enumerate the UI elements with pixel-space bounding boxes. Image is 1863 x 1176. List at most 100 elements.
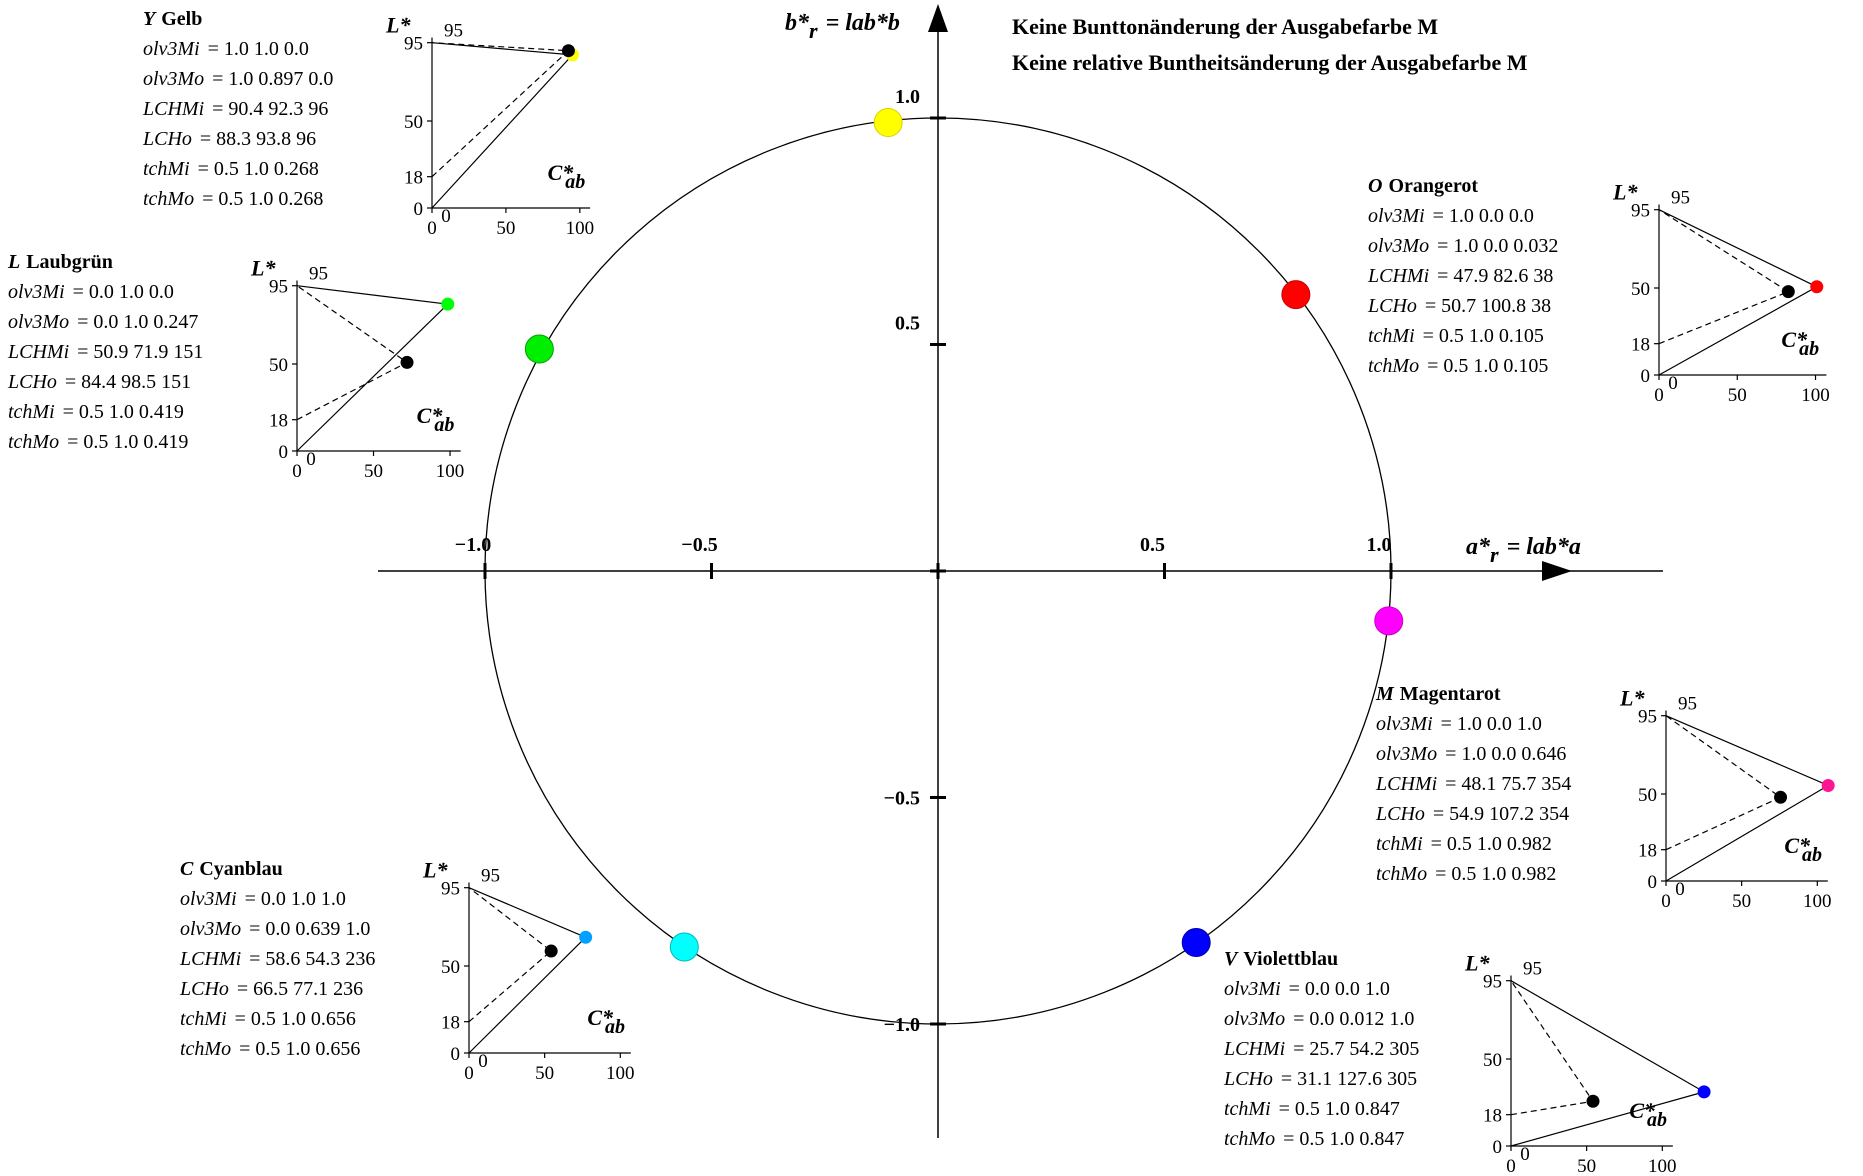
lc-plot-x-title: C*ab <box>587 1005 625 1038</box>
panel-name: Gelb <box>161 8 202 30</box>
lc-plot-x-tick-label: 100 <box>566 218 595 239</box>
panel-row: olv3Mi = 0.0 1.0 0.0 <box>8 281 174 303</box>
lc-plot-y-title: L* <box>1619 686 1645 711</box>
panel-row: LCHMi = 48.1 75.7 354 <box>1375 773 1571 795</box>
lc-plot-input-gamut <box>1658 209 1790 345</box>
panel-row-value: = 0.0 1.0 0.0 <box>73 281 174 303</box>
header-line-1: Keine Bunttonänderung der Ausgabefarbe M <box>1012 14 1438 39</box>
lc-plot-origin-label: 0 <box>306 449 316 470</box>
panel-row: LCHo = 84.4 98.5 151 <box>7 371 191 393</box>
x-axis-arrow <box>1542 561 1572 581</box>
lc-plot-y-tick-label: 95 <box>404 34 423 55</box>
panel-row: LCHo = 50.7 100.8 38 <box>1367 295 1551 317</box>
panel-row-label: olv3Mo <box>143 68 204 90</box>
panel-row-value: = 1.0 0.897 0.0 <box>212 68 333 90</box>
lc-plot-x-tick-label: 50 <box>1728 385 1747 406</box>
panel-row-value: = 0.5 1.0 0.656 <box>239 1038 360 1060</box>
lc-plot-input-gamut <box>431 42 570 178</box>
lc-plot-y-tick-label: 0 <box>414 199 424 220</box>
panel-row-value: = 0.5 1.0 0.982 <box>1435 863 1556 885</box>
lc-plot-x-tick-label: 0 <box>1506 1156 1516 1176</box>
panel-row-label: tchMi <box>180 1008 227 1030</box>
panel-row-value: = 0.5 1.0 0.268 <box>198 158 319 180</box>
panel-title: O Orangerot <box>1368 175 1478 197</box>
y-axis-title-sub: r <box>809 18 818 43</box>
panel-letter: V <box>1224 948 1239 970</box>
lc-plot-input-point <box>400 355 414 369</box>
lc-plot-x-tick-label: 50 <box>535 1063 554 1084</box>
panel-letter: O <box>1368 175 1382 197</box>
lc-plot-origin-label: 0 <box>478 1051 488 1072</box>
panel-row-label: LCHMi <box>179 948 241 970</box>
panel-row: tchMi = 0.5 1.0 0.656 <box>180 1008 356 1030</box>
panel-name: Violettblau <box>1243 948 1338 970</box>
circle-point-o <box>1281 280 1311 310</box>
panel-row-value: = 88.3 93.8 96 <box>200 128 316 150</box>
circle-point-v <box>1181 927 1211 957</box>
panel-row: LCHMi = 50.9 71.9 151 <box>7 341 203 363</box>
panel-row-value: = 0.5 1.0 0.268 <box>202 188 323 210</box>
lc-plot-y-tick-label: 18 <box>1483 1106 1502 1127</box>
panel-row-label: LCHo <box>1367 295 1417 317</box>
panel-row-label: tchMi <box>1376 833 1423 855</box>
lc-plot-y-tick-label: 0 <box>1648 872 1658 893</box>
lc-plot-x-title-sub: ab <box>565 171 585 193</box>
panel-row: tchMi = 0.5 1.0 0.419 <box>8 401 184 423</box>
lc-plot-x-tick-label: 100 <box>1801 385 1830 406</box>
lc-plot-x-title-main: C* <box>587 1005 614 1030</box>
lc-plot-y-tick-label: 95 <box>269 277 288 298</box>
panel-row-label: LCHo <box>142 128 192 150</box>
lc-plot-y-tick-label: 0 <box>1493 1137 1503 1158</box>
panel-row: tchMi = 0.5 1.0 0.982 <box>1376 833 1552 855</box>
panel-row-label: LCHo <box>1223 1068 1273 1090</box>
lc-plot-y-tick-label: 18 <box>441 1013 460 1034</box>
lc-plot-output-point <box>441 297 455 311</box>
panel-row-value: = 0.5 1.0 0.105 <box>1423 325 1544 347</box>
panel-row: LCHo = 31.1 127.6 305 <box>1223 1068 1417 1090</box>
x-axis-title-rest: = lab*a <box>1507 534 1581 560</box>
x-axis-title-main: a* <box>1466 534 1491 560</box>
lc-plot-top-label: 95 <box>1678 694 1697 715</box>
circle-point-l <box>524 334 554 364</box>
x-tick-label: 0.5 <box>1140 534 1165 556</box>
panel-row: olv3Mo = 0.0 1.0 0.247 <box>8 311 198 333</box>
lc-plot-x-tick-label: 50 <box>1577 1156 1596 1176</box>
panel-row: tchMi = 0.5 1.0 0.105 <box>1368 325 1544 347</box>
lc-plot-y-tick-label: 18 <box>1638 841 1657 862</box>
panel-row: tchMi = 0.5 1.0 0.847 <box>1224 1098 1400 1120</box>
lc-plot-x-title-main: C* <box>1781 327 1808 352</box>
y-axis-title-rest: = lab*b <box>826 10 900 36</box>
panel-letter: M <box>1375 683 1395 705</box>
lc-plot-y-tick-label: 18 <box>1631 335 1650 356</box>
lc-plot-y-tick-label: 95 <box>1638 707 1657 728</box>
panel-row: LCHo = 66.5 77.1 236 <box>179 978 363 1000</box>
lc-plot-y-tick-label: 50 <box>1483 1050 1502 1071</box>
lc-plot-origin-label: 0 <box>1675 879 1685 900</box>
panel-row: tchMo = 0.5 1.0 0.656 <box>180 1038 360 1060</box>
panel-row-label: olv3Mo <box>1224 1008 1285 1030</box>
panel-row-value: = 66.5 77.1 236 <box>237 978 363 1000</box>
panel-row: tchMo = 0.5 1.0 0.847 <box>1224 1128 1404 1150</box>
panel-row: olv3Mi = 1.0 0.0 0.0 <box>1368 205 1534 227</box>
y-axis-title-main: b* <box>785 10 810 36</box>
lc-plot-x-title: C*ab <box>1629 1098 1667 1131</box>
panel-row-value: = 0.5 1.0 0.419 <box>67 431 188 453</box>
lc-plot-x-tick-label: 0 <box>464 1063 474 1084</box>
lc-plot-input-point <box>1781 285 1795 299</box>
panel-row: olv3Mo = 0.0 0.639 1.0 <box>180 918 370 940</box>
lc-plot-y-tick-label: 95 <box>441 879 460 900</box>
lc-plot-origin-label: 0 <box>441 206 451 227</box>
panel-row-value: = 48.1 75.7 354 <box>1445 773 1571 795</box>
panel-row-value: = 31.1 127.6 305 <box>1281 1068 1417 1090</box>
panel-row-label: olv3Mi <box>1376 713 1433 735</box>
lc-plot-top-label: 95 <box>444 21 463 42</box>
lc-plot-output-point <box>1821 778 1835 792</box>
panel-row-label: LCHMi <box>142 98 204 120</box>
panel-row-value: = 0.0 0.0 1.0 <box>1289 978 1390 1000</box>
lc-plot-x-tick-label: 100 <box>436 461 465 482</box>
